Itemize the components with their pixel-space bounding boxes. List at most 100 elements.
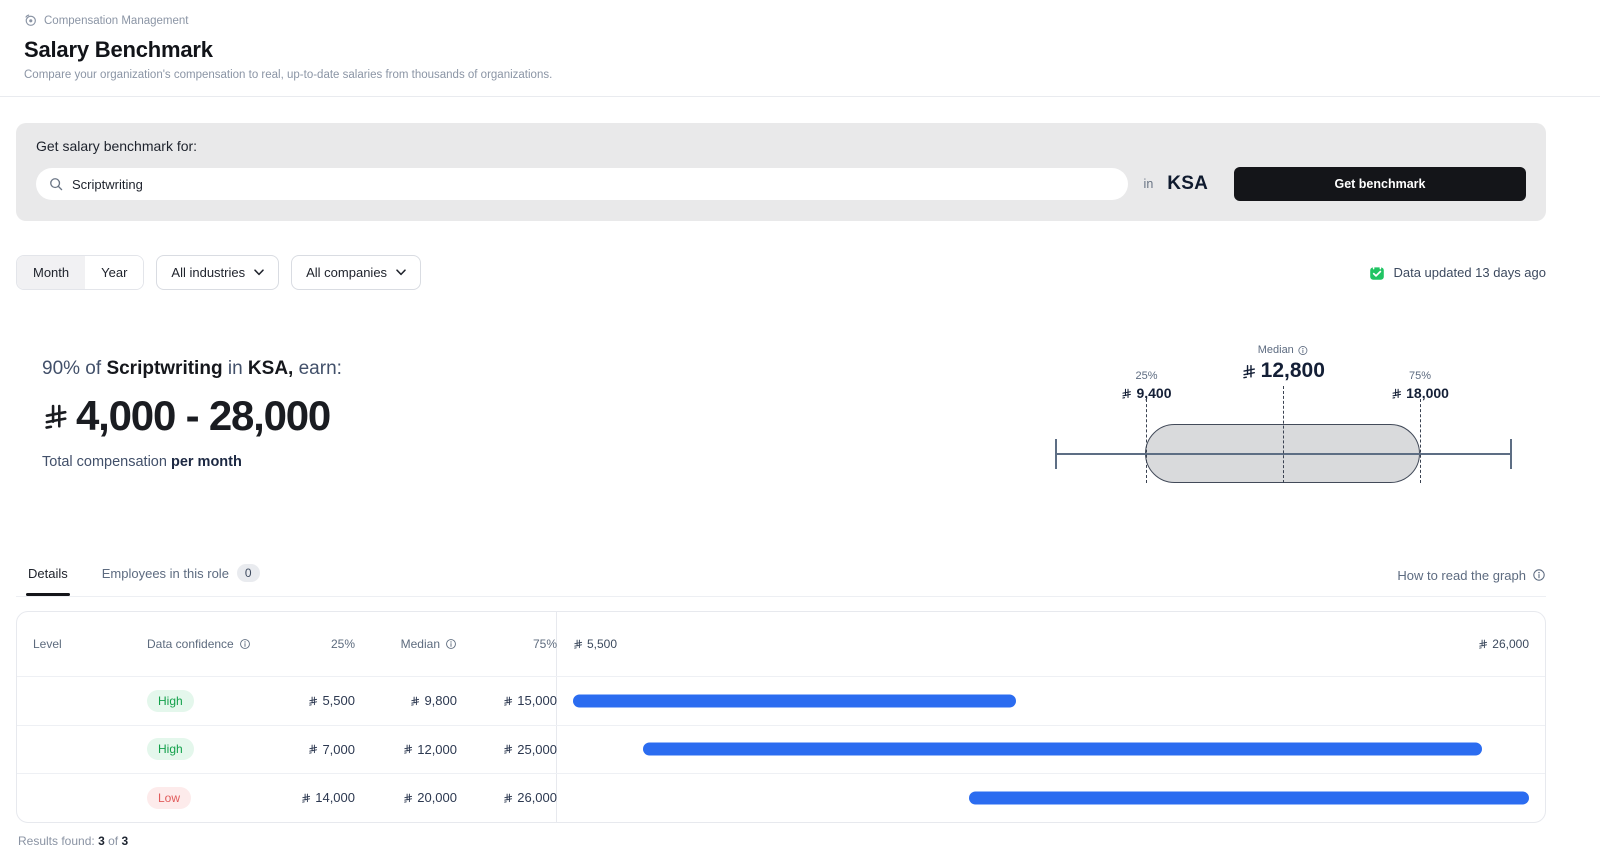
boxplot-p25-label-group: 25% 9,400 [1121, 370, 1172, 401]
salary-range-bar [573, 694, 1017, 708]
page-header: Compensation Management Salary Benchmark… [0, 0, 1600, 97]
job-title-search-field[interactable] [36, 168, 1128, 200]
salary-range-bar-track [573, 726, 1529, 774]
boxplot-median-label-group: Median 12,800 [1242, 344, 1325, 383]
summary-pct: 90% of [42, 358, 102, 379]
sar-currency-icon [309, 696, 318, 706]
salary-range-value: 4,000 - 28,000 [42, 392, 342, 440]
info-icon[interactable] [445, 638, 457, 650]
location-selector[interactable]: KSA [1167, 173, 1208, 194]
boxplot-p75-line [1420, 399, 1422, 483]
boxplot-p75-label-group: 75% 18,000 [1391, 370, 1449, 401]
p25-value: 9,400 [1136, 385, 1172, 401]
sar-currency-icon [45, 404, 67, 429]
column-data-confidence: Data confidence [147, 637, 257, 651]
period-toggle: Month Year [16, 255, 145, 290]
info-icon [1533, 569, 1545, 581]
how-to-read-graph-label: How to read the graph [1397, 567, 1526, 583]
in-label: in [1143, 177, 1154, 191]
p75-label: 75% [1409, 370, 1432, 382]
median-value: 12,800 [1260, 359, 1325, 382]
table-row-2[interactable]: High 7,000 12,000 25,000 [17, 724, 1545, 774]
sar-currency-icon [1479, 639, 1488, 649]
table-header-row: Level Data confidence 25% Median 75% 5,5… [17, 612, 1545, 676]
sar-currency-icon [404, 744, 413, 754]
salary-range-bar [969, 791, 1529, 805]
chart-scale-max: 26,000 [1478, 637, 1529, 651]
breadcrumb[interactable]: Compensation Management [24, 14, 1576, 27]
sar-currency-icon [504, 744, 513, 754]
boxplot-median-line [1283, 386, 1285, 483]
summary-earn: earn: [298, 358, 342, 379]
chevron-down-icon [254, 269, 264, 276]
sar-currency-icon [1392, 388, 1402, 399]
salary-range-bar [642, 742, 1483, 756]
compensation-icon [25, 14, 36, 26]
sar-currency-icon [309, 744, 318, 754]
summary-sentence: 90% of Scriptwriting in KSA, earn: [42, 358, 342, 380]
table-row-3[interactable]: Low 14,000 20,000 26,000 [17, 773, 1545, 822]
benchmark-search-panel: Get salary benchmark for: in KSA Get ben… [16, 123, 1546, 221]
employees-count-badge: 0 [236, 564, 260, 582]
caption-prefix: Total compensation [42, 454, 167, 470]
sar-currency-icon [574, 639, 583, 649]
calendar-check-icon [1370, 264, 1385, 280]
industries-dropdown[interactable]: All industries [156, 255, 280, 290]
industries-dropdown-label: All industries [171, 265, 246, 280]
search-panel-label: Get salary benchmark for: [36, 138, 198, 154]
boxplot-p25-line [1146, 399, 1148, 483]
tab-employees-label: Employees in this role [101, 565, 229, 581]
page-title: Salary Benchmark [24, 37, 213, 62]
sar-currency-icon [411, 696, 420, 706]
table-row-1[interactable]: High 5,500 9,800 15,000 [17, 676, 1545, 725]
period-month-segment[interactable]: Month [17, 256, 86, 289]
tab-details-label: Details [28, 565, 68, 581]
median-label: Median [1257, 344, 1294, 356]
companies-dropdown[interactable]: All companies [291, 255, 422, 290]
p75-value: 18,000 [1406, 385, 1449, 401]
column-p25: 25% [330, 637, 355, 651]
tab-employees[interactable]: Employees in this role 0 [100, 554, 262, 596]
period-year-segment[interactable]: Year [85, 256, 144, 289]
salary-range-bar-track [573, 677, 1529, 725]
sar-currency-icon [504, 793, 513, 803]
salary-distribution-boxplot: 25% 9,400 Median 12,800 75% [1054, 344, 1546, 496]
caption-period: per month [170, 454, 242, 470]
get-benchmark-button[interactable]: Get benchmark [1234, 167, 1526, 201]
p25-label: 25% [1135, 370, 1158, 382]
info-icon[interactable] [1298, 345, 1309, 356]
confidence-badge: High [147, 738, 194, 761]
search-input[interactable] [72, 176, 1115, 192]
summary-caption: Total compensation per month [42, 454, 342, 470]
column-level: Level [33, 637, 62, 651]
summary-in: in [227, 358, 243, 379]
page-subtitle: Compare your organization's compensation… [24, 69, 553, 81]
salary-range-bar-track [573, 774, 1529, 822]
summary-location: KSA, [247, 358, 294, 379]
sar-currency-icon [404, 793, 413, 803]
confidence-badge: Low [147, 786, 192, 809]
search-icon [50, 178, 63, 191]
benchmark-table: Level Data confidence 25% Median 75% 5,5… [16, 611, 1546, 823]
tab-details[interactable]: Details [26, 556, 70, 596]
filters-row: Month Year All industries All companies … [16, 255, 1546, 290]
chevron-down-icon [396, 269, 406, 276]
how-to-read-graph-link[interactable]: How to read the graph [1397, 568, 1546, 583]
data-updated-label: Data updated 13 days ago [1393, 265, 1546, 280]
column-median: Median [355, 637, 457, 651]
sar-currency-icon [1243, 364, 1256, 378]
sar-currency-icon [504, 696, 513, 706]
confidence-badge: High [147, 689, 194, 712]
salary-range-text: 4,000 - 28,000 [76, 392, 331, 439]
breadcrumb-label: Compensation Management [44, 14, 189, 27]
chart-scale-min: 5,500 [573, 637, 617, 651]
column-p75: 75% [532, 637, 557, 651]
table-body: High 5,500 9,800 15,000 High [17, 676, 1545, 822]
salary-summary: 90% of Scriptwriting in KSA, earn: 4,000… [16, 342, 342, 470]
tabs-row: Details Employees in this role 0 How to … [16, 554, 1546, 597]
data-updated-status: Data updated 13 days ago [1369, 264, 1546, 281]
info-icon[interactable] [239, 638, 251, 650]
summary-role: Scriptwriting [106, 358, 223, 379]
companies-dropdown-label: All companies [306, 265, 388, 280]
sar-currency-icon [302, 793, 311, 803]
